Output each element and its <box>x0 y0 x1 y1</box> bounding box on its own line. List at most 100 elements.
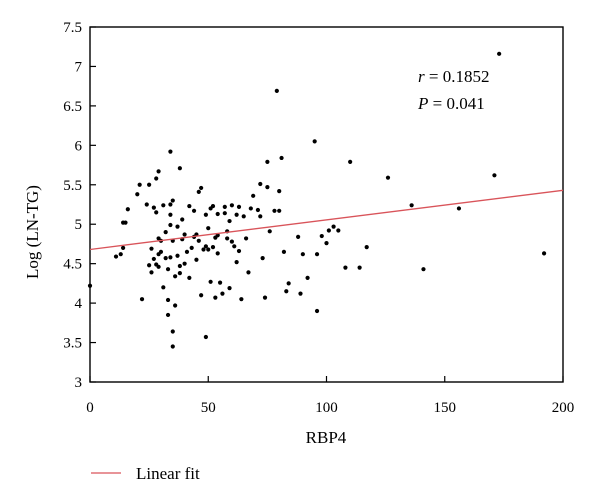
data-point <box>170 329 175 334</box>
linear-fit-line <box>89 189 564 251</box>
data-point <box>163 230 168 235</box>
data-point <box>210 203 216 209</box>
data-point <box>147 182 152 187</box>
data-point <box>173 274 178 279</box>
data-point <box>255 207 261 213</box>
data-point <box>248 206 253 211</box>
data-point <box>274 88 279 93</box>
legend-label-linear-fit: Linear fit <box>136 464 200 483</box>
data-point <box>456 206 462 211</box>
data-point <box>220 291 225 296</box>
plot-area: 3 3.5 4 4.5 5 5.5 6 6.5 7 7.5 0 50 100 150 200 <box>63 20 574 416</box>
data-point <box>421 267 426 272</box>
data-point <box>165 312 171 318</box>
data-point <box>170 344 175 349</box>
data-point <box>236 204 242 209</box>
data-point <box>168 202 173 207</box>
data-point <box>154 176 159 181</box>
data-point <box>215 251 220 256</box>
data-point <box>409 203 414 208</box>
data-point <box>243 236 249 241</box>
data-point <box>331 224 336 229</box>
data-point <box>206 247 211 252</box>
data-point <box>296 234 301 239</box>
y-tick-label: 4 <box>75 296 83 312</box>
data-point <box>184 249 190 254</box>
r-symbol: r <box>418 67 425 86</box>
data-point <box>154 210 159 215</box>
data-point <box>201 247 206 252</box>
data-point <box>208 279 213 284</box>
data-point <box>213 295 218 300</box>
data-point <box>177 271 182 276</box>
x-axis-title: RBP4 <box>306 428 347 447</box>
data-point <box>161 203 166 208</box>
y-tick-label: 3 <box>75 375 83 391</box>
data-point <box>170 198 175 203</box>
data-point <box>497 51 502 56</box>
data-point <box>385 175 391 180</box>
data-point <box>326 228 331 233</box>
data-point <box>541 251 547 256</box>
data-point <box>227 218 232 224</box>
data-point <box>144 202 149 207</box>
data-point <box>234 259 239 265</box>
data-point <box>113 254 119 259</box>
data-point <box>203 334 208 340</box>
data-point <box>314 308 320 314</box>
data-point <box>137 182 142 187</box>
data-point <box>265 159 270 164</box>
data-point <box>305 275 310 280</box>
data-point <box>279 155 284 161</box>
data-point <box>168 212 173 217</box>
data-point <box>319 233 324 239</box>
data-point <box>258 181 263 187</box>
y-tick-label: 5 <box>75 217 83 233</box>
y-tick-label: 4.5 <box>63 257 82 273</box>
data-point <box>225 236 230 241</box>
data-point <box>336 228 341 233</box>
data-point <box>284 289 289 294</box>
data-point <box>151 256 156 262</box>
data-point <box>149 270 154 275</box>
data-point <box>364 245 369 250</box>
data-point <box>196 238 201 243</box>
data-point <box>161 285 166 290</box>
data-point <box>234 212 239 217</box>
data-point <box>258 214 263 219</box>
data-point <box>314 252 320 257</box>
data-point <box>232 244 237 249</box>
data-point <box>191 208 197 213</box>
data-points <box>87 51 547 349</box>
plot-frame <box>89 26 564 383</box>
y-tick-label: 5.5 <box>63 178 82 194</box>
p-value: = 0.041 <box>428 94 484 113</box>
data-point <box>177 166 182 171</box>
data-point <box>151 205 156 210</box>
x-axis: 0 50 100 150 200 <box>86 376 574 416</box>
data-point <box>324 241 329 246</box>
data-point <box>246 270 251 275</box>
data-point <box>168 149 173 154</box>
data-point <box>217 280 223 285</box>
data-point <box>147 263 152 268</box>
data-point <box>189 245 194 250</box>
data-point <box>260 256 265 261</box>
r-value: = 0.1852 <box>425 67 490 86</box>
data-point <box>210 245 216 250</box>
data-point <box>215 211 220 217</box>
r-annotation: r = 0.1852 <box>418 67 489 86</box>
y-axis: 3 3.5 4 4.5 5 5.5 6 6.5 7 7.5 <box>63 20 96 391</box>
data-point <box>177 263 182 269</box>
x-tick-label: 150 <box>434 400 457 416</box>
data-point <box>492 173 497 178</box>
data-point <box>139 297 145 302</box>
data-point <box>277 208 282 213</box>
data-point <box>300 252 305 257</box>
x-tick-label: 50 <box>201 400 216 416</box>
data-point <box>87 283 93 288</box>
data-point <box>149 246 154 251</box>
data-point <box>123 220 128 225</box>
data-point <box>125 207 130 212</box>
